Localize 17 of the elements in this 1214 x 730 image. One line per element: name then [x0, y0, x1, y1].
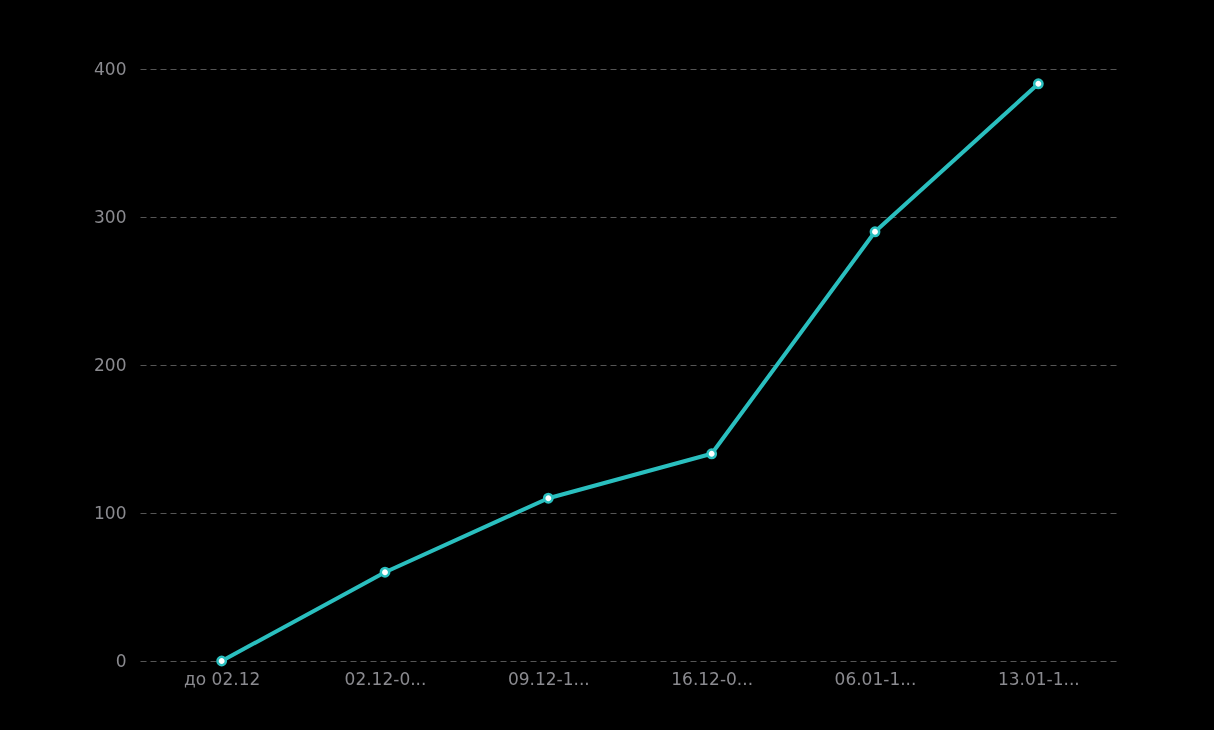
y-tick-label: 400: [94, 58, 127, 79]
x-tick-label: 13.01-1...: [997, 668, 1080, 689]
point: [542, 492, 554, 504]
x-tick-label: 02.12-0...: [344, 668, 427, 689]
point: [216, 655, 228, 667]
x-tick-label: 09.12-1...: [507, 668, 590, 689]
point: [1032, 78, 1044, 90]
point: [869, 226, 881, 238]
y-tick-label: 200: [94, 354, 127, 375]
x-tick-label: 06.01-1...: [834, 668, 917, 689]
y-tick-label: 300: [94, 206, 127, 227]
x-tick-label: 16.12-0...: [671, 668, 754, 689]
y-tick-label: 100: [94, 502, 127, 523]
y-tick-label: 0: [115, 650, 127, 671]
point: [706, 448, 718, 460]
point: [379, 566, 391, 578]
x-tick-label: до 02.12: [184, 668, 261, 689]
